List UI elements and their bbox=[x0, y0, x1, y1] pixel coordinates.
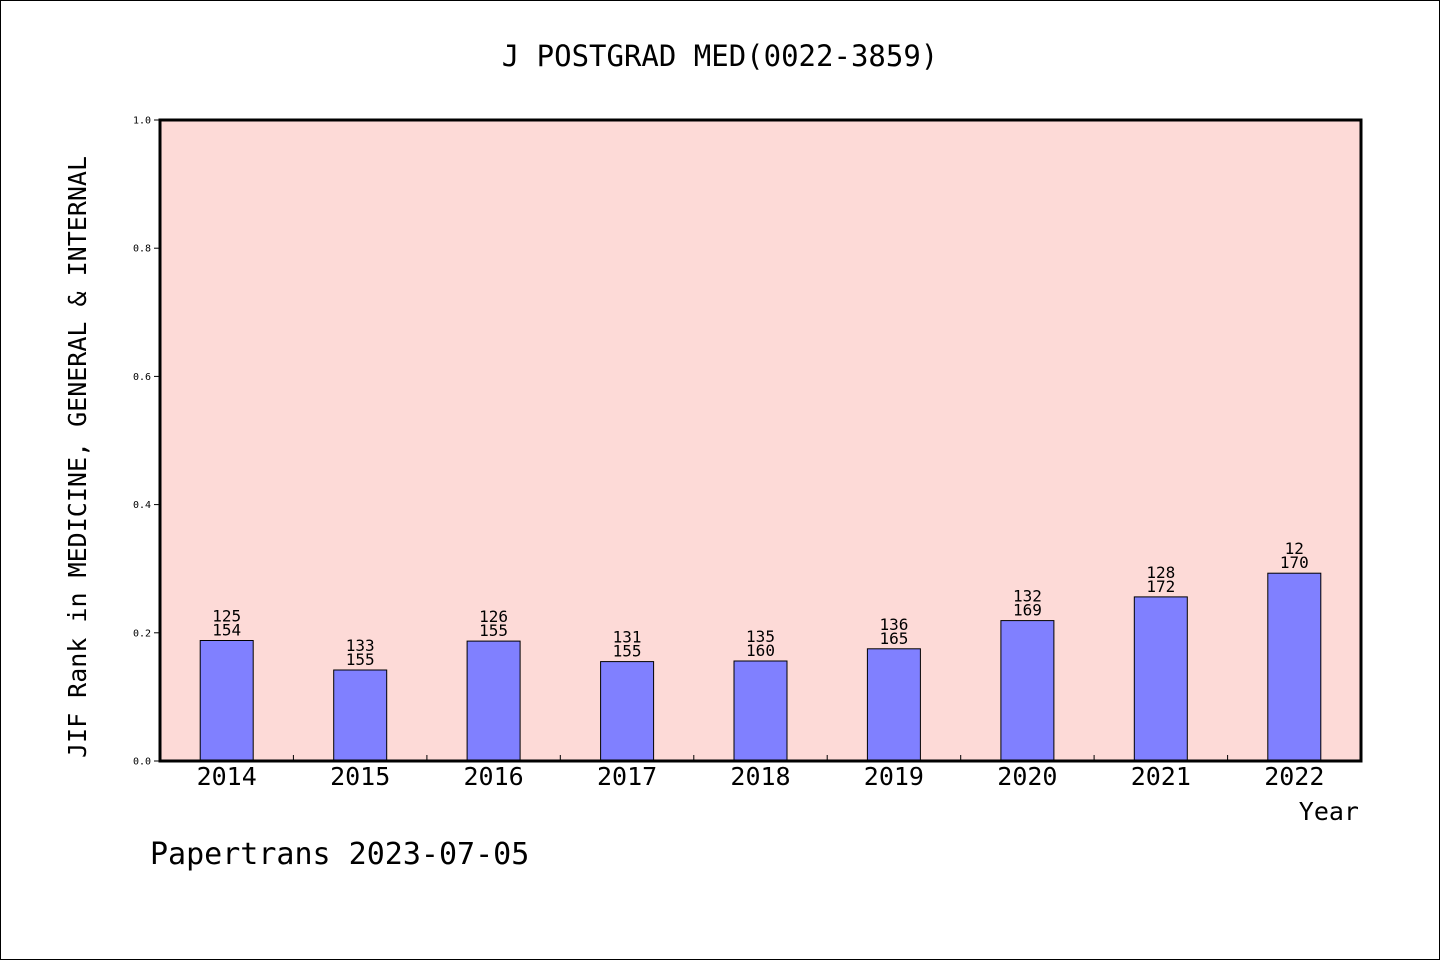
bar-2022 bbox=[1267, 572, 1322, 762]
x-axis-ticks: 2014 2015 2016 2017 2018 2019 2020 2021 2022 bbox=[197, 755, 1324, 791]
bar-label-bottom-2019: 165 bbox=[879, 629, 908, 648]
bar-2020 bbox=[1000, 620, 1055, 762]
bar-2015 bbox=[333, 669, 388, 762]
y-axis-label: JIF Rank in MEDICINE, GENERAL & INTERNAL bbox=[63, 156, 92, 758]
bar-label-top-2016: 126 bbox=[479, 607, 508, 626]
footer-source-date: Papertrans 2023-07-05 bbox=[150, 837, 529, 872]
bar-2016 bbox=[466, 640, 521, 762]
bar-label-bottom-2021: 172 bbox=[1146, 577, 1175, 596]
x-tick-label-2021: 2021 bbox=[1131, 762, 1191, 791]
bar-label-bottom-2017: 155 bbox=[613, 642, 642, 661]
bars-layer bbox=[199, 572, 1322, 762]
y-tick-label-3: 0.6 bbox=[133, 372, 151, 383]
bar-label-top-2019: 136 bbox=[879, 615, 908, 634]
bar-label-top-2014: 125 bbox=[212, 607, 241, 626]
bar-label-top-2022: 12 bbox=[1285, 539, 1304, 558]
bar-label-bottom-2014: 154 bbox=[212, 621, 241, 640]
x-tick-label-2014: 2014 bbox=[197, 762, 257, 791]
bar-label-top-2017: 131 bbox=[613, 628, 642, 647]
x-tick-label-2018: 2018 bbox=[730, 762, 790, 791]
bar-label-bottom-2020: 169 bbox=[1013, 601, 1042, 620]
x-axis-label: Year bbox=[1299, 797, 1359, 826]
y-tick-label-2: 0.4 bbox=[133, 500, 151, 511]
bar-label-bottom-2022: 170 bbox=[1280, 553, 1309, 572]
bar-label-top-2018: 135 bbox=[746, 627, 775, 646]
bar-label-top-2015: 133 bbox=[346, 636, 375, 655]
chart-title: J POSTGRAD MED(0022-3859) bbox=[502, 39, 939, 73]
x-tick-label-2020: 2020 bbox=[997, 762, 1057, 791]
plot-frame bbox=[158, 118, 1363, 763]
y-tick-label-5: 1.0 bbox=[133, 116, 151, 127]
bar-2019 bbox=[866, 648, 921, 762]
bar-2017 bbox=[600, 661, 655, 762]
y-tick-label-0: 0.0 bbox=[133, 757, 151, 768]
x-tick-label-2016: 2016 bbox=[463, 762, 523, 791]
bar-label-bottom-2015: 155 bbox=[346, 650, 375, 669]
bar-label-bottom-2018: 160 bbox=[746, 641, 775, 660]
x-tick-label-2017: 2017 bbox=[597, 762, 657, 791]
bar-label-bottom-2016: 155 bbox=[479, 621, 508, 640]
x-tick-label-2015: 2015 bbox=[330, 762, 390, 791]
bar-2021 bbox=[1133, 596, 1188, 762]
y-tick-label-4: 0.8 bbox=[133, 244, 151, 255]
bar-label-top-2020: 132 bbox=[1013, 587, 1042, 606]
bar-2018 bbox=[733, 660, 788, 762]
y-tick-label-1: 0.2 bbox=[133, 628, 151, 639]
bar-2014 bbox=[199, 640, 254, 762]
x-tick-label-2022: 2022 bbox=[1264, 762, 1324, 791]
x-tick-label-2019: 2019 bbox=[864, 762, 924, 791]
bar-label-top-2021: 128 bbox=[1146, 563, 1175, 582]
